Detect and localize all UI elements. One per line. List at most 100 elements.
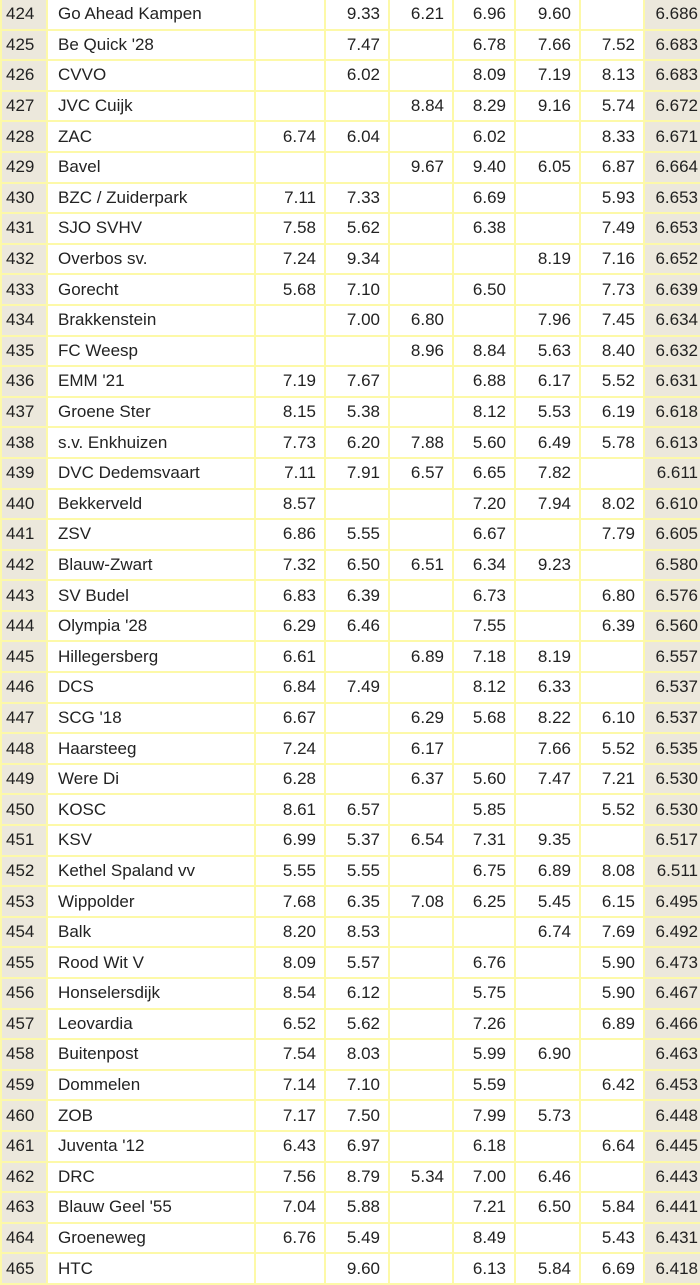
total-score-cell: 6.443 [645,1162,700,1192]
score-cell: 8.40 [581,336,643,366]
score-cell: 5.43 [581,1223,643,1253]
score-cell: 6.74 [516,917,579,947]
score-cell: 5.52 [581,795,643,825]
club-name-cell: ZOB [48,1101,254,1130]
score-cell [390,1040,452,1069]
table-row: 432 Overbos sv. 7.24 9.34 8.19 7.16 6.652 [2,244,700,274]
score-cell: 8.96 [390,336,452,366]
score-cell: 6.89 [390,642,452,672]
score-cell [516,1070,579,1100]
score-cell: 7.56 [256,1162,324,1192]
score-cell: 6.04 [326,122,388,151]
total-score-cell: 6.613 [645,428,700,457]
table-row: 460 ZOB 7.17 7.50 7.99 5.73 6.448 [2,1101,700,1130]
score-cell: 5.90 [581,948,643,977]
score-cell: 8.22 [516,703,579,733]
table-row: 439 DVC Dedemsvaart 7.11 7.91 6.57 6.65 7.82 6.… [2,458,700,488]
score-cell: 8.09 [256,948,324,977]
score-cell: 5.55 [326,520,388,549]
rank-cell: 453 [2,887,46,916]
score-cell: 7.32 [256,550,324,580]
table-row: 448 Haarsteeg 7.24 6.17 7.66 5.52 6.535 [2,734,700,763]
score-cell: 5.34 [390,1162,452,1192]
score-cell: 6.76 [256,1223,324,1253]
rank-cell: 448 [2,734,46,763]
score-cell: 6.02 [454,122,514,151]
total-score-cell: 6.431 [645,1223,700,1253]
score-cell [516,183,579,213]
score-cell: 5.99 [454,1040,514,1069]
score-cell [390,214,452,243]
score-cell [390,244,452,274]
table-row: 461 Juventa '12 6.43 6.97 6.18 6.64 6.445 [2,1131,700,1161]
score-cell: 6.42 [581,1070,643,1100]
score-cell: 6.39 [581,611,643,641]
club-name-cell: Were Di [48,764,254,794]
table-row: 450 KOSC 8.61 6.57 5.85 5.52 6.530 [2,795,700,825]
total-score-cell: 6.537 [645,703,700,733]
score-cell: 5.60 [454,764,514,794]
club-name-cell: Wippolder [48,887,254,916]
score-cell: 8.49 [454,1223,514,1253]
rank-cell: 457 [2,1009,46,1039]
score-cell: 6.02 [326,61,388,90]
score-cell [256,61,324,90]
score-cell [516,979,579,1008]
rank-cell: 425 [2,30,46,60]
club-name-cell: EMM '21 [48,367,254,396]
total-score-cell: 6.463 [645,1040,700,1069]
score-cell [454,734,514,763]
score-cell [516,214,579,243]
score-cell: 5.37 [326,826,388,855]
score-cell [516,520,579,549]
score-cell: 6.25 [454,887,514,916]
score-cell: 6.19 [581,397,643,427]
score-cell: 7.11 [256,458,324,488]
score-cell: 6.78 [454,30,514,60]
table-row: 438 s.v. Enkhuizen 7.73 6.20 7.88 5.60 6.49 5.7… [2,428,700,457]
score-cell [390,1254,452,1283]
score-cell: 6.18 [454,1131,514,1161]
score-cell: 7.79 [581,520,643,549]
score-cell [390,520,452,549]
club-name-cell: FC Weesp [48,336,254,366]
score-cell: 7.52 [581,30,643,60]
score-cell: 6.51 [390,550,452,580]
score-cell: 6.38 [454,214,514,243]
rank-cell: 430 [2,183,46,213]
score-cell: 6.76 [454,948,514,977]
score-cell: 5.62 [326,214,388,243]
rank-cell: 451 [2,826,46,855]
score-cell [256,305,324,335]
score-cell: 7.04 [256,1193,324,1222]
club-name-cell: KSV [48,826,254,855]
score-cell: 6.87 [581,152,643,182]
score-cell: 5.53 [516,397,579,427]
score-cell: 9.60 [326,1254,388,1283]
total-score-cell: 6.634 [645,305,700,335]
score-cell: 7.99 [454,1101,514,1130]
rank-cell: 464 [2,1223,46,1253]
score-cell: 9.60 [516,0,579,29]
score-cell: 7.45 [581,305,643,335]
score-cell: 7.50 [326,1101,388,1130]
score-cell [390,1223,452,1253]
table-row: 455 Rood Wit V 8.09 5.57 6.76 5.90 6.473 [2,948,700,977]
score-cell [390,856,452,886]
club-name-cell: JVC Cuijk [48,91,254,121]
club-name-cell: Leovardia [48,1009,254,1039]
score-cell: 5.74 [581,91,643,121]
total-score-cell: 6.453 [645,1070,700,1100]
total-score-cell: 6.467 [645,979,700,1008]
score-cell: 5.68 [256,275,324,304]
club-name-cell: SJO SVHV [48,214,254,243]
club-name-cell: CVVO [48,61,254,90]
score-cell: 7.82 [516,458,579,488]
score-cell [390,1009,452,1039]
score-cell [390,30,452,60]
score-cell [390,1101,452,1130]
table-row: 424 Go Ahead Kampen 9.33 6.21 6.96 9.60 6.686 [2,0,700,29]
rank-cell: 454 [2,917,46,947]
table-row: 429 Bavel 9.67 9.40 6.05 6.87 6.664 [2,152,700,182]
